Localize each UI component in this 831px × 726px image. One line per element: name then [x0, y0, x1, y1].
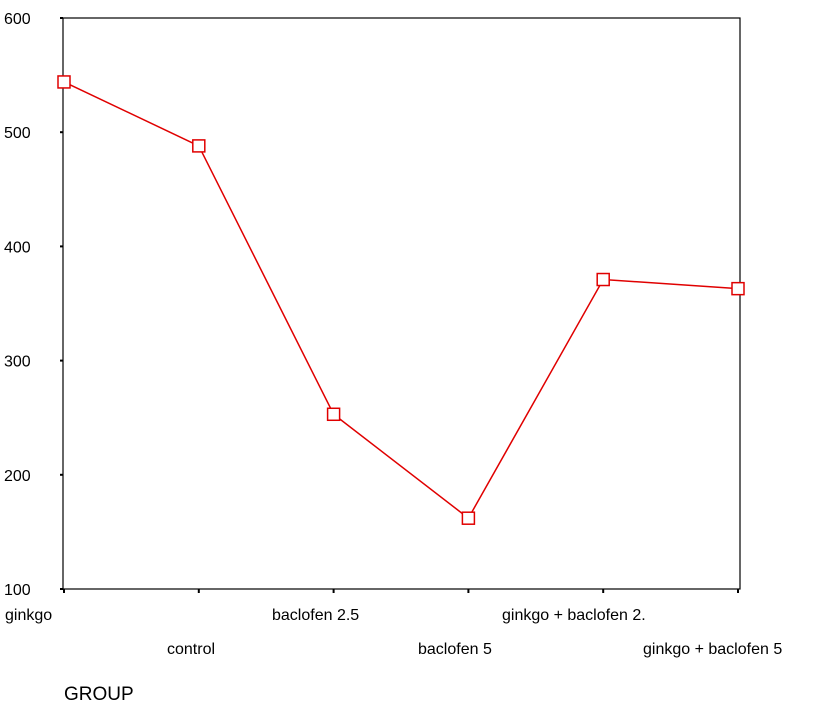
y-tick-label: 500: [4, 125, 31, 142]
data-point-marker: [326, 407, 341, 422]
data-point-marker: [461, 511, 476, 525]
plot-frame: [62, 17, 741, 590]
x-tick-label: baclofen 2.5: [272, 607, 359, 624]
y-tick-label: 600: [4, 11, 31, 28]
y-tick-label: 200: [4, 468, 31, 485]
x-tick-label: ginkgo + baclofen 5: [643, 641, 782, 658]
series-line: [63, 81, 739, 520]
x-tick-label: baclofen 5: [418, 641, 492, 658]
x-axis-title: GROUP: [64, 684, 134, 705]
y-axis-ticks: 100 200 300 400 500 600: [4, 11, 63, 599]
y-tick-label: 300: [4, 354, 31, 371]
data-point-marker: [192, 139, 206, 153]
x-tick-label: ginkgo + baclofen 2.: [502, 607, 646, 624]
x-tick-label: control: [167, 641, 215, 658]
y-tick-label: 400: [4, 239, 31, 256]
x-axis-ticks: ginkgo control baclofen 2.5 baclofen 5 ginkg…: [5, 589, 782, 658]
y-tick-label: 100: [4, 582, 31, 599]
data-point-marker: [731, 281, 745, 296]
data-point-marker: [57, 75, 71, 89]
x-tick-label: ginkgo: [5, 607, 52, 624]
data-point-marker: [596, 272, 610, 287]
series-markers: [57, 75, 745, 525]
